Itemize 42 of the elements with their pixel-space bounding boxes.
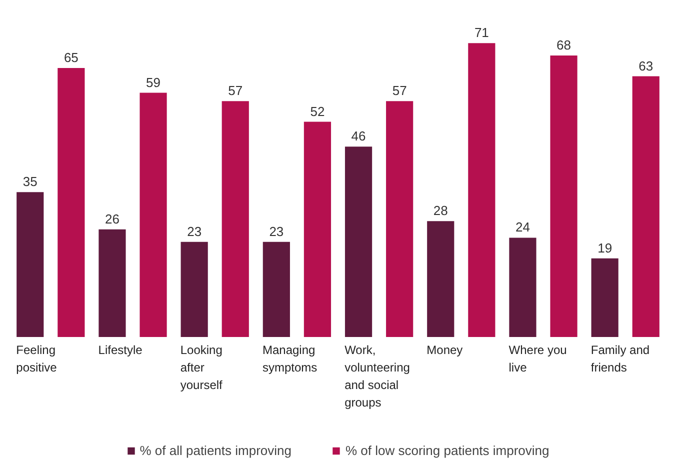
bar bbox=[262, 242, 290, 338]
x-tick-label: Work, volunteering and social groups bbox=[344, 343, 410, 410]
data-label: 23 bbox=[269, 224, 284, 239]
x-tick-label: Feeling positive bbox=[16, 343, 58, 375]
bar bbox=[98, 229, 126, 338]
data-label: 63 bbox=[638, 58, 654, 74]
data-label: 68 bbox=[556, 38, 572, 53]
data-label: 65 bbox=[64, 50, 78, 65]
bar bbox=[427, 221, 454, 338]
bar bbox=[304, 122, 332, 338]
data-label: 57 bbox=[228, 83, 243, 98]
data-label: 28 bbox=[433, 203, 448, 218]
bar bbox=[140, 92, 167, 338]
bar bbox=[386, 101, 414, 338]
legend-label: % of all patients improving bbox=[140, 443, 292, 458]
x-tick-label: Where you live bbox=[508, 343, 567, 375]
bar bbox=[58, 68, 85, 338]
legend-label: % of low scoring patients improving bbox=[345, 443, 550, 458]
x-tick-label: Money bbox=[426, 343, 463, 358]
bar bbox=[550, 56, 578, 338]
data-label: 71 bbox=[474, 25, 489, 40]
x-tick-label: Managing symptoms bbox=[262, 343, 318, 375]
bar bbox=[344, 146, 372, 338]
x-tick-label: Family and friends bbox=[590, 343, 650, 375]
bar bbox=[509, 238, 536, 338]
bar bbox=[180, 242, 208, 338]
bar bbox=[632, 76, 660, 338]
data-label: 52 bbox=[310, 104, 325, 119]
bar bbox=[591, 258, 618, 338]
bar bbox=[222, 101, 249, 338]
bar bbox=[468, 43, 496, 338]
data-label: 35 bbox=[22, 174, 38, 190]
data-label: 19 bbox=[598, 240, 612, 256]
data-label: 23 bbox=[187, 224, 202, 239]
data-label: 59 bbox=[146, 74, 161, 90]
bar bbox=[16, 192, 44, 338]
x-tick-label: Looking after yourself bbox=[180, 343, 224, 392]
data-label: 46 bbox=[351, 128, 366, 144]
data-label: 26 bbox=[105, 211, 120, 226]
x-tick-label: Lifestyle bbox=[98, 343, 143, 358]
data-label: 24 bbox=[515, 220, 530, 235]
data-label: 57 bbox=[392, 83, 407, 98]
